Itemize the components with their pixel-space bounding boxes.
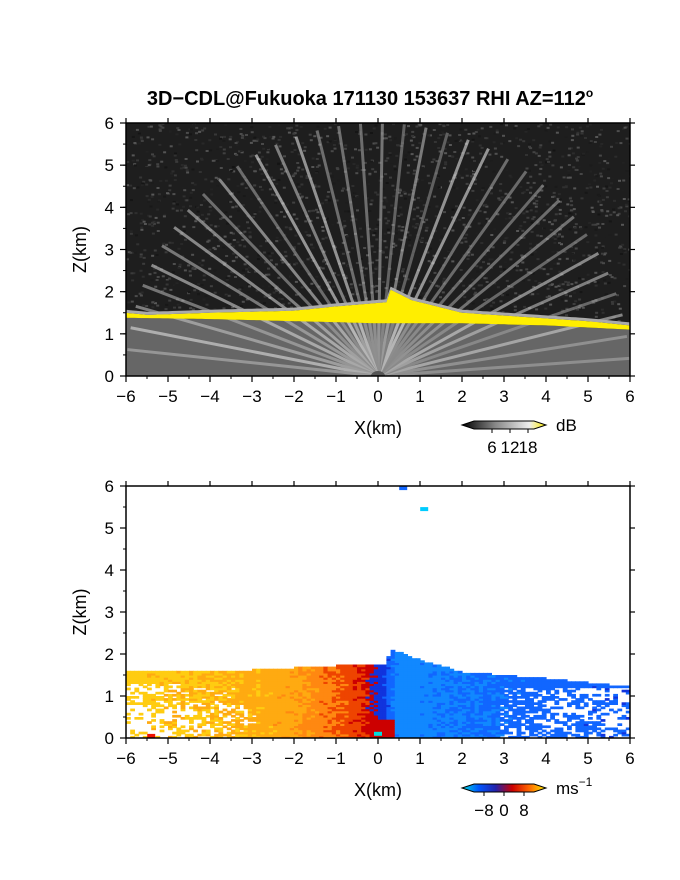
velocity-cells bbox=[126, 649, 630, 738]
colorbar-tick-label: 8 bbox=[519, 801, 528, 820]
colorbar-tick-label: 0 bbox=[499, 801, 508, 820]
x-tick-label: 6 bbox=[625, 387, 634, 406]
x-tick-label: −2 bbox=[284, 749, 303, 768]
y-tick-label: 2 bbox=[105, 645, 114, 664]
y-axis: 0 1 2 3 4 5 6 bbox=[105, 477, 635, 748]
isolated-echo bbox=[374, 731, 382, 736]
y-axis-label: Z(km) bbox=[70, 589, 90, 636]
colorbar-unit: dB bbox=[556, 416, 577, 435]
plot-area-data bbox=[126, 486, 630, 738]
x-tick-label: 1 bbox=[415, 387, 424, 406]
x-tick-label: −1 bbox=[326, 387, 345, 406]
x-tick-label: 0 bbox=[373, 749, 382, 768]
x-tick-label: −3 bbox=[242, 387, 261, 406]
y-tick-label: 5 bbox=[105, 519, 114, 538]
isolated-echo bbox=[420, 507, 429, 512]
x-tick-label: −4 bbox=[200, 749, 219, 768]
x-axis-label: X(km) bbox=[354, 418, 402, 438]
figure-title-text: 3D−CDL@Fukuoka 171130 153637 RHI AZ=112 bbox=[146, 88, 586, 110]
plot-area-data bbox=[126, 123, 630, 376]
y-tick-label: 6 bbox=[105, 114, 114, 133]
radar-origin bbox=[371, 371, 385, 376]
y-tick-label: 4 bbox=[105, 198, 114, 217]
x-axis: −6 −5 −4 −3 −2 −1 0 1 2 3 4 5 6 bbox=[116, 118, 635, 406]
colorbar: −8 0 8 ms−1 bbox=[460, 775, 593, 820]
x-tick-label: −2 bbox=[284, 387, 303, 406]
colorbar-unit-sup: −1 bbox=[579, 775, 593, 789]
x-tick-label: 5 bbox=[583, 749, 592, 768]
x-axis: −6 −5 −4 −3 −2 −1 0 1 2 3 4 5 6 bbox=[116, 481, 635, 768]
colorbar-tick-label: 12 bbox=[501, 438, 520, 457]
figure-title-degree: o bbox=[585, 86, 594, 100]
x-tick-label: −6 bbox=[116, 387, 135, 406]
y-axis: 0 1 2 3 4 5 6 bbox=[105, 114, 635, 386]
x-tick-label: 4 bbox=[541, 749, 550, 768]
x-tick-label: 5 bbox=[583, 387, 592, 406]
y-tick-label: 0 bbox=[105, 729, 114, 748]
x-tick-label: 3 bbox=[499, 387, 508, 406]
x-tick-label: −6 bbox=[116, 749, 135, 768]
y-tick-label: 5 bbox=[105, 156, 114, 175]
x-tick-label: −1 bbox=[326, 749, 345, 768]
x-tick-label: 2 bbox=[457, 387, 466, 406]
x-tick-label: 1 bbox=[415, 749, 424, 768]
colorbar-tick-label: 18 bbox=[519, 438, 538, 457]
colorbar: 6 12 18 dB bbox=[460, 416, 577, 457]
x-tick-label: −4 bbox=[200, 387, 219, 406]
colorbar-tick-label: −8 bbox=[474, 801, 493, 820]
x-tick-label: 3 bbox=[499, 749, 508, 768]
isolated-echo bbox=[399, 486, 408, 491]
x-tick-label: 2 bbox=[457, 749, 466, 768]
y-tick-label: 6 bbox=[105, 477, 114, 496]
x-tick-label: −3 bbox=[242, 749, 261, 768]
colorbar-unit: ms−1 bbox=[556, 775, 593, 798]
y-tick-label: 3 bbox=[105, 603, 114, 622]
colorbar-body bbox=[460, 420, 548, 430]
y-tick-label: 0 bbox=[105, 367, 114, 386]
x-tick-label: 6 bbox=[625, 749, 634, 768]
y-tick-label: 3 bbox=[105, 241, 114, 260]
colorbar-tick-label: 6 bbox=[487, 438, 496, 457]
y-tick-label: 2 bbox=[105, 283, 114, 302]
y-tick-label: 1 bbox=[105, 325, 114, 344]
figure-title: 3D−CDL@Fukuoka 171130 153637 RHI AZ=112o bbox=[0, 86, 680, 111]
high-snr-layer bbox=[126, 289, 630, 330]
x-axis-label: X(km) bbox=[354, 780, 402, 800]
x-tick-label: −5 bbox=[158, 749, 177, 768]
y-tick-label: 4 bbox=[105, 561, 114, 580]
x-tick-label: −5 bbox=[158, 387, 177, 406]
isolated-echo bbox=[147, 733, 156, 738]
colorbar-body bbox=[460, 783, 548, 793]
x-tick-label: 4 bbox=[541, 387, 550, 406]
x-tick-label: 0 bbox=[373, 387, 382, 406]
y-axis-label: Z(km) bbox=[70, 226, 90, 273]
y-tick-label: 1 bbox=[105, 687, 114, 706]
